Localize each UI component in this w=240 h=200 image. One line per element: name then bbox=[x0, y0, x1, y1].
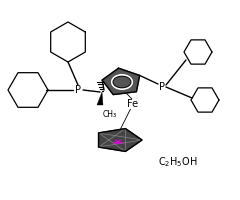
Polygon shape bbox=[99, 129, 142, 151]
Text: P: P bbox=[75, 85, 81, 95]
Text: C$_2$H$_5$OH: C$_2$H$_5$OH bbox=[158, 155, 198, 169]
Text: CH₃: CH₃ bbox=[103, 110, 117, 119]
Text: P: P bbox=[159, 82, 165, 92]
Text: Fe: Fe bbox=[127, 99, 138, 109]
Polygon shape bbox=[97, 92, 103, 105]
Polygon shape bbox=[102, 68, 140, 95]
